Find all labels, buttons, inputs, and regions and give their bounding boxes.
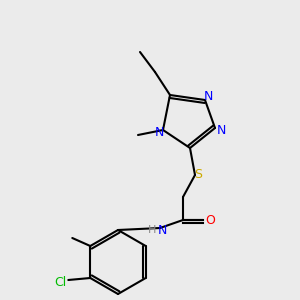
Text: N: N	[216, 124, 226, 136]
Text: Cl: Cl	[54, 275, 66, 289]
Text: N: N	[154, 125, 164, 139]
Text: N: N	[157, 224, 167, 236]
Text: H: H	[148, 225, 156, 235]
Text: N: N	[203, 89, 213, 103]
Text: S: S	[194, 169, 202, 182]
Text: O: O	[205, 214, 215, 226]
